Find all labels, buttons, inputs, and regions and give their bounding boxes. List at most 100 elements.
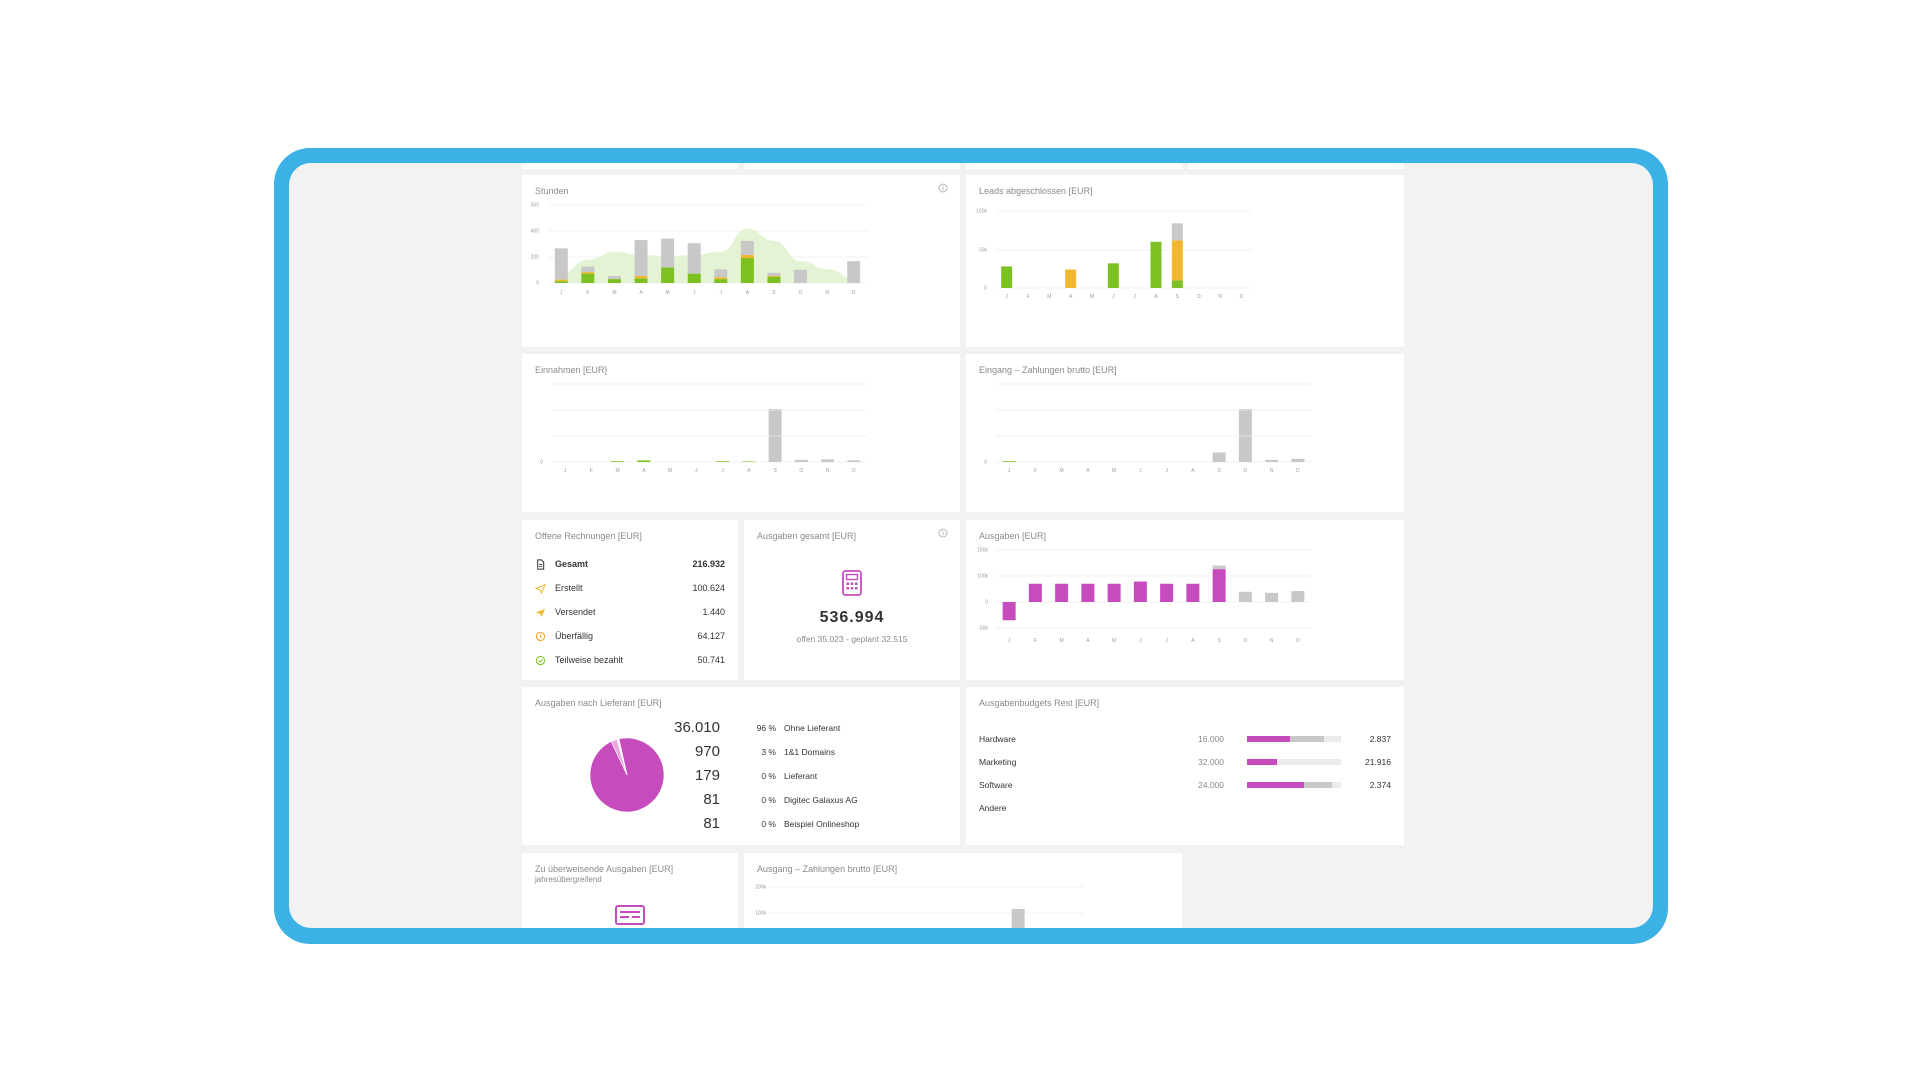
budget-rest: 2.374 bbox=[1369, 780, 1391, 790]
x-tick-label: D bbox=[852, 468, 856, 474]
total-expenses-value: 536.994 bbox=[819, 609, 885, 626]
card-title: Einnahmen [EUR] bbox=[535, 365, 608, 375]
bar bbox=[1291, 458, 1305, 462]
bar bbox=[821, 459, 835, 462]
x-tick-label: S bbox=[1217, 468, 1221, 474]
x-tick-label: D bbox=[852, 290, 856, 296]
total-expenses-subline: offen 35.023 - geplant 32.515 bbox=[796, 634, 908, 644]
y-tick-label: 200k bbox=[755, 885, 766, 891]
card-budgets[interactable]: Ausgabenbudgets Rest [EUR] Hardware 16.00… bbox=[966, 687, 1404, 845]
budget-progress-fill bbox=[1247, 736, 1291, 742]
info-icon[interactable] bbox=[938, 183, 948, 193]
card-top-2 bbox=[744, 163, 960, 169]
x-tick-label: M bbox=[1090, 294, 1094, 300]
invoice-status-value: 1.440 bbox=[702, 607, 725, 617]
invoice-status-label: Überfällig bbox=[555, 631, 594, 641]
budget-total: 24.000 bbox=[1198, 780, 1224, 790]
info-icon[interactable] bbox=[938, 528, 948, 538]
supplier-name: 1&1 Domains bbox=[784, 747, 836, 757]
x-tick-label: J bbox=[1139, 468, 1142, 474]
bar bbox=[1002, 602, 1016, 621]
invoice-status-label: Gesamt bbox=[555, 559, 589, 569]
screen: Stunden 500 400 200 0 J F M A M J J A S O N D Leads abg… bbox=[289, 163, 1653, 928]
x-tick-label: F bbox=[1034, 468, 1037, 474]
card-top-4 bbox=[1188, 163, 1404, 169]
invoice-status-row[interactable]: Gesamt 216.932 bbox=[535, 558, 725, 572]
budget-name: Andere bbox=[979, 803, 1007, 813]
calculator-icon bbox=[842, 570, 862, 596]
x-tick-label: S bbox=[1176, 294, 1180, 300]
x-tick-label: A bbox=[639, 290, 643, 296]
bar bbox=[1107, 263, 1119, 288]
budget-row[interactable]: Marketing 32.000 21.916 bbox=[979, 756, 1391, 770]
invoice-status-row[interactable]: Versendet 1.440 bbox=[535, 606, 725, 620]
invoice-status-label: Teilweise bezahlt bbox=[555, 655, 624, 665]
invoice-status-row[interactable]: Teilweise bezahlt 50.741 bbox=[535, 654, 725, 668]
bar bbox=[767, 275, 781, 277]
y-tick-label: 200 bbox=[531, 255, 540, 261]
card-ausgaben-lieferant[interactable]: Ausgaben nach Lieferant [EUR] 36.010 96 %… bbox=[522, 687, 960, 845]
y-tick-label: 100k bbox=[976, 209, 987, 215]
budget-rest: 2.837 bbox=[1369, 734, 1391, 744]
card-ausgaben[interactable]: Ausgaben [EUR] 150k 100k 0 -50k J F M A M J J A S O N D bbox=[966, 520, 1404, 680]
clock-icon bbox=[535, 631, 546, 642]
bar bbox=[1002, 461, 1016, 462]
card-zu-ueberweisen[interactable]: Zu überweisende Ausgaben [EUR] jahresübe… bbox=[522, 853, 738, 928]
card-ausgang[interactable]: Ausgang – Zahlungen brutto [EUR] 200k 100… bbox=[744, 853, 1182, 928]
y-tick-label: 100k bbox=[755, 911, 766, 917]
card-leads[interactable]: Leads abgeschlossen [EUR] 100k 50k 0 J F M A M J… bbox=[966, 175, 1404, 347]
budget-row[interactable]: Andere bbox=[979, 802, 1391, 816]
bar bbox=[1065, 269, 1077, 288]
document-icon bbox=[537, 559, 545, 570]
card-offene-rechnungen[interactable]: Offene Rechnungen [EUR] Gesamt 216.932 Ers… bbox=[522, 520, 738, 680]
x-tick-label: O bbox=[799, 290, 803, 296]
card-stunden[interactable]: Stunden 500 400 200 0 J F M A M J J A S O N D bbox=[522, 175, 960, 347]
bar bbox=[1055, 583, 1069, 602]
card-title: Ausgaben gesamt [EUR] bbox=[757, 531, 857, 541]
invoice-status-row[interactable]: Erstellt 100.624 bbox=[535, 582, 725, 596]
invoice-status-label: Versendet bbox=[555, 607, 596, 617]
bar bbox=[714, 277, 728, 280]
supplier-name: Digitec Galaxus AG bbox=[784, 795, 858, 805]
invoice-status-value: 100.624 bbox=[692, 583, 725, 593]
supplier-row[interactable]: 81 0 % Beispiel Onlineshop bbox=[522, 815, 960, 835]
supplier-row[interactable]: 179 0 % Lieferant bbox=[522, 767, 960, 787]
bar bbox=[554, 279, 568, 282]
bar bbox=[607, 279, 621, 283]
x-tick-label: J bbox=[721, 468, 724, 474]
chart-einnahmen: 0 J F M A M J J A S O N D bbox=[540, 383, 867, 474]
y-tick-label: 150k bbox=[977, 548, 988, 554]
chart-eingang: 0 J F M A M J J A S O N D bbox=[984, 383, 1311, 474]
x-tick-label: O bbox=[799, 468, 803, 474]
x-tick-label: O bbox=[1243, 468, 1247, 474]
budget-row[interactable]: Software 24.000 2.374 bbox=[979, 779, 1391, 793]
x-tick-label: J bbox=[1133, 294, 1136, 300]
x-tick-label: N bbox=[1218, 294, 1222, 300]
budget-rest: 21.916 bbox=[1365, 757, 1391, 767]
x-tick-label: J bbox=[564, 468, 567, 474]
card-ausgaben-gesamt[interactable]: Ausgaben gesamt [EUR] 536.994 offen 35.0… bbox=[744, 520, 960, 680]
invoice-status-row[interactable]: Überfällig 64.127 bbox=[535, 630, 725, 644]
supplier-name: Ohne Lieferant bbox=[784, 723, 841, 733]
x-tick-label: J bbox=[1008, 638, 1011, 644]
bar bbox=[554, 248, 568, 280]
bar bbox=[1171, 240, 1183, 281]
supplier-row[interactable]: 36.010 96 % Ohne Lieferant bbox=[522, 719, 960, 739]
card-einnahmen[interactable]: Einnahmen [EUR] 0 J F M A M J J A S O N D bbox=[522, 354, 960, 512]
budget-row[interactable]: Hardware 16.000 2.837 bbox=[979, 733, 1391, 747]
y-tick-label: 400 bbox=[531, 229, 540, 235]
supplier-row[interactable]: 970 3 % 1&1 Domains bbox=[522, 743, 960, 763]
card-title: Ausgang – Zahlungen brutto [EUR] bbox=[757, 864, 898, 874]
card-eingang[interactable]: Eingang – Zahlungen brutto [EUR] 0 J F M A M J… bbox=[966, 354, 1404, 512]
invoice-status-value: 50.741 bbox=[697, 655, 725, 665]
bar bbox=[581, 266, 595, 273]
bar bbox=[716, 461, 730, 462]
bar bbox=[740, 240, 754, 255]
bar bbox=[1107, 583, 1121, 602]
x-tick-label: J bbox=[695, 468, 698, 474]
supplier-amount: 81 bbox=[703, 815, 720, 832]
budget-progress-fill bbox=[1247, 782, 1305, 788]
x-tick-label: A bbox=[1191, 468, 1195, 474]
x-tick-label: S bbox=[773, 468, 777, 474]
supplier-row[interactable]: 81 0 % Digitec Galaxus AG bbox=[522, 791, 960, 811]
